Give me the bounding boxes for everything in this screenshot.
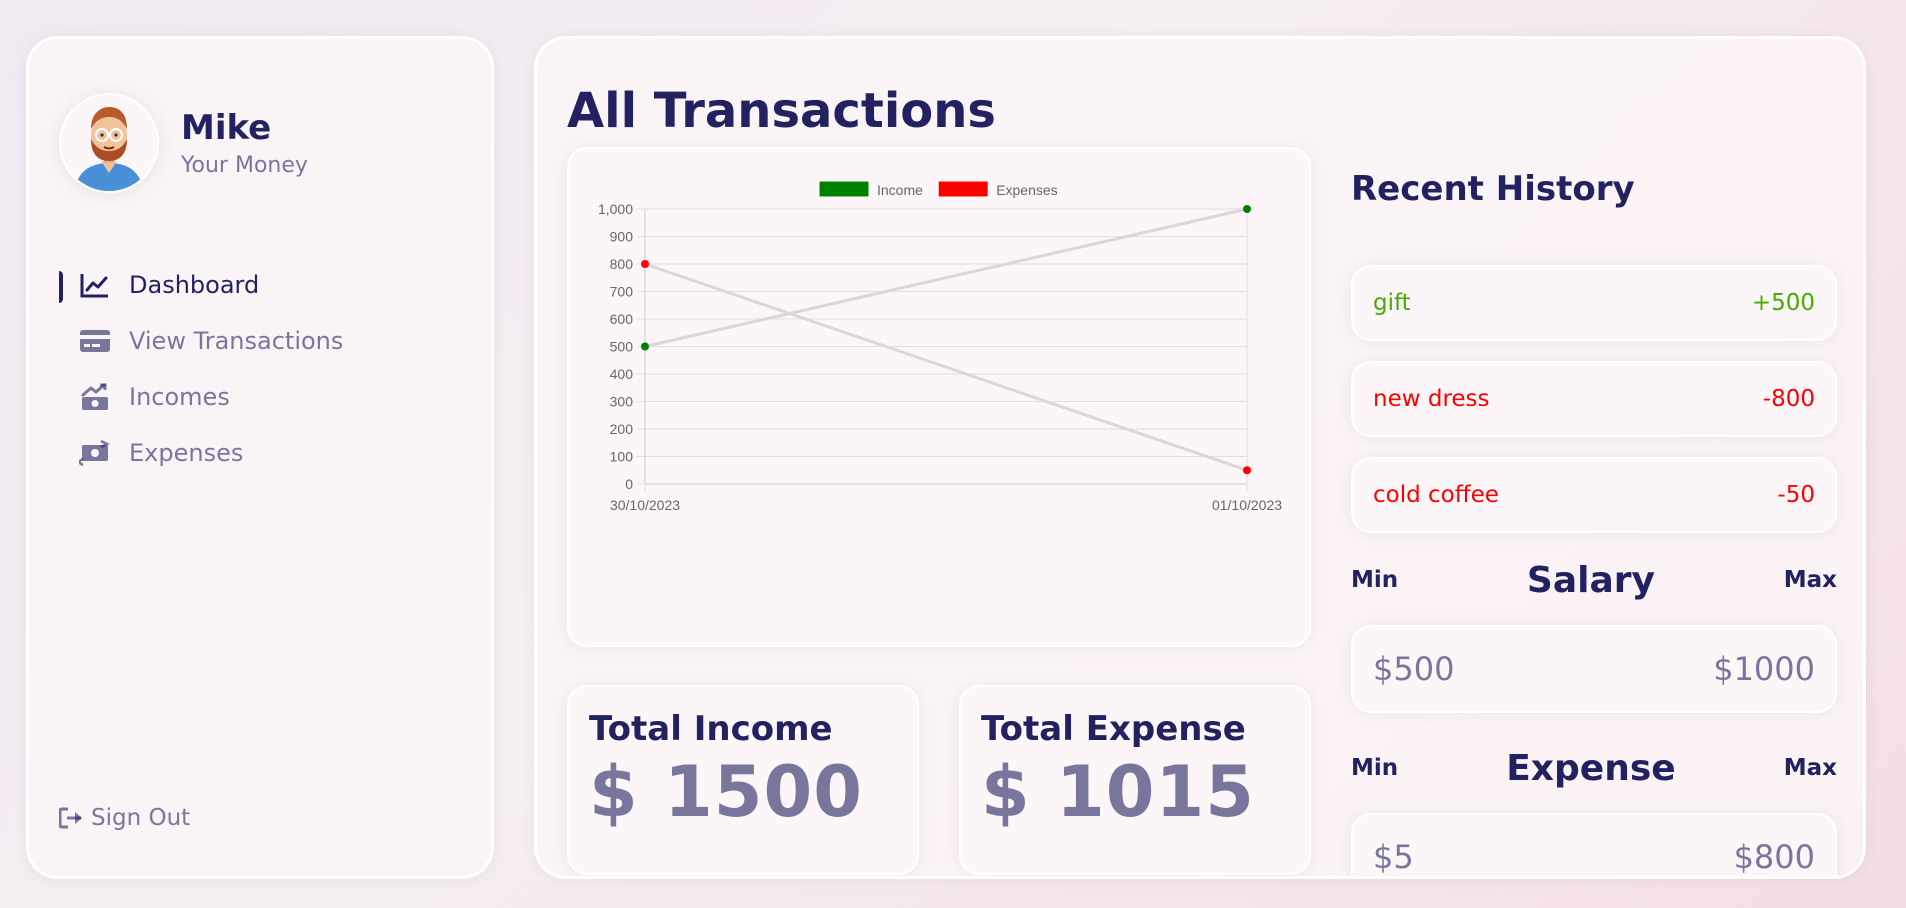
legend-label: Income bbox=[877, 182, 923, 198]
y-tick-label: 400 bbox=[610, 366, 634, 382]
user-profile: Mike Your Money bbox=[59, 93, 308, 193]
money-bill-trend-up-icon bbox=[79, 383, 111, 411]
nav-menu: Dashboard View Transactions Incomes Expe… bbox=[59, 257, 459, 481]
legend-swatch bbox=[937, 180, 989, 198]
expense-range: $5 $800 bbox=[1351, 813, 1837, 876]
user-name: Mike bbox=[181, 108, 272, 149]
history-item-amount: -800 bbox=[1762, 386, 1815, 412]
y-tick-label: 700 bbox=[610, 284, 634, 300]
nav-item-view-transactions[interactable]: View Transactions bbox=[59, 313, 459, 369]
x-tick-label: 30/10/2023 bbox=[610, 497, 680, 513]
data-point bbox=[641, 260, 649, 268]
y-tick-label: 300 bbox=[610, 394, 634, 410]
legend-label: Expenses bbox=[996, 182, 1057, 198]
line-chart: 0 100 200 300 400 500 600 700 800 900 1,000 30/10/2… bbox=[598, 180, 1282, 513]
sign-out-icon bbox=[59, 807, 85, 829]
sign-out-label: Sign Out bbox=[91, 805, 191, 831]
expense-max-value: $800 bbox=[1733, 838, 1815, 876]
nav-item-label: Dashboard bbox=[129, 271, 260, 299]
recent-history: Recent History gift +500 new dress -800 … bbox=[1351, 169, 1837, 876]
data-point bbox=[1243, 205, 1251, 213]
y-tick-label: 200 bbox=[610, 421, 634, 437]
avatar-illustration bbox=[61, 95, 157, 191]
history-item-title: gift bbox=[1373, 290, 1411, 316]
nav-item-expenses[interactable]: Expenses bbox=[59, 425, 459, 481]
nav-item-incomes[interactable]: Incomes bbox=[59, 369, 459, 425]
nav-item-label: Incomes bbox=[129, 383, 230, 411]
legend-swatch bbox=[818, 180, 870, 198]
data-point bbox=[641, 342, 649, 351]
expense-title: Expense bbox=[1506, 747, 1676, 789]
total-expense-card: Total Expense $ 1015 bbox=[959, 685, 1311, 875]
total-income-label: Total Income bbox=[589, 709, 833, 749]
y-tick-label: 0 bbox=[625, 476, 633, 492]
history-item-amount: +500 bbox=[1751, 290, 1815, 316]
expense-min-label: Min bbox=[1351, 755, 1399, 781]
sidebar: Mike Your Money Dashboard View Transacti… bbox=[26, 36, 494, 879]
expense-max-label: Max bbox=[1783, 755, 1837, 781]
recent-history-title: Recent History bbox=[1351, 169, 1635, 209]
credit-card-icon bbox=[79, 327, 111, 355]
total-income-value: $ 1500 bbox=[589, 751, 863, 833]
history-item: cold coffee -50 bbox=[1351, 457, 1837, 533]
total-income-card: Total Income $ 1500 bbox=[567, 685, 919, 875]
salary-range: $500 $1000 bbox=[1351, 625, 1837, 713]
history-item: new dress -800 bbox=[1351, 361, 1837, 437]
salary-min-value: $500 bbox=[1373, 650, 1455, 688]
sign-out-button[interactable]: Sign Out bbox=[59, 805, 190, 831]
y-tick-label: 600 bbox=[610, 311, 634, 327]
data-point bbox=[1243, 466, 1251, 475]
nav-item-dashboard[interactable]: Dashboard bbox=[59, 257, 459, 313]
y-tick-label: 500 bbox=[610, 339, 634, 355]
money-bill-transfer-icon bbox=[79, 439, 111, 467]
salary-range-header: Min Salary Max bbox=[1351, 555, 1837, 605]
nav-item-label: View Transactions bbox=[129, 327, 344, 355]
salary-max-value: $1000 bbox=[1713, 650, 1815, 688]
salary-title: Salary bbox=[1526, 559, 1655, 601]
page-title: All Transactions bbox=[567, 83, 996, 139]
transactions-chart: 0 100 200 300 400 500 600 700 800 900 1,000 30/10/2… bbox=[567, 147, 1311, 647]
history-item-amount: -50 bbox=[1777, 482, 1815, 508]
history-item: gift +500 bbox=[1351, 265, 1837, 341]
expense-min-value: $5 bbox=[1373, 838, 1414, 876]
series-line bbox=[644, 262, 1248, 472]
salary-max-label: Max bbox=[1783, 567, 1837, 593]
y-tick-label: 800 bbox=[610, 256, 634, 272]
history-item-title: cold coffee bbox=[1373, 482, 1499, 508]
nav-item-label: Expenses bbox=[129, 439, 244, 467]
chart-line-icon bbox=[79, 271, 111, 299]
history-item-title: new dress bbox=[1373, 386, 1490, 412]
y-tick-label: 900 bbox=[610, 229, 634, 245]
total-expense-label: Total Expense bbox=[981, 709, 1246, 749]
expense-range-header: Min Expense Max bbox=[1351, 743, 1837, 793]
main-panel: All Transactions 0 100 200 300 400 500 600 700 8… bbox=[534, 36, 1866, 879]
total-expense-value: $ 1015 bbox=[981, 751, 1255, 833]
y-tick-label: 1,000 bbox=[598, 201, 633, 217]
y-tick-label: 100 bbox=[610, 449, 634, 465]
user-subtitle: Your Money bbox=[181, 152, 308, 178]
x-tick-label: 01/10/2023 bbox=[1212, 497, 1282, 513]
avatar bbox=[59, 93, 159, 193]
salary-min-label: Min bbox=[1351, 567, 1399, 593]
series-line bbox=[644, 207, 1248, 348]
